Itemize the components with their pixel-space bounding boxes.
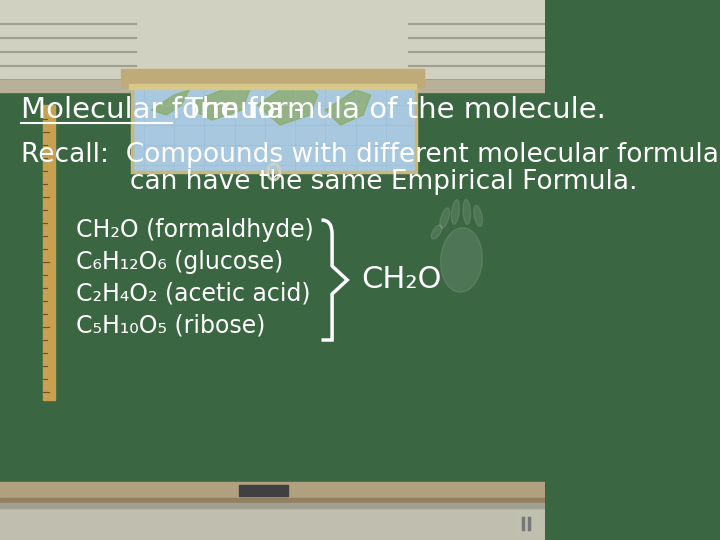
Text: CH₂O: CH₂O (361, 266, 441, 294)
Text: CH₂O (formaldhyde): CH₂O (formaldhyde) (76, 218, 313, 242)
Polygon shape (158, 75, 197, 90)
Bar (0, 0, 544, 85)
Text: Recall:  Compounds with different molecular formulas: Recall: Compounds with different molecul… (21, 142, 720, 168)
Ellipse shape (463, 200, 471, 225)
Bar (0, 505, 544, 540)
Bar (43, 105, 55, 400)
Polygon shape (257, 80, 318, 125)
Polygon shape (325, 90, 371, 125)
Text: C₆H₁₂O₆ (glucose): C₆H₁₂O₆ (glucose) (76, 250, 283, 274)
Ellipse shape (441, 228, 482, 292)
Ellipse shape (440, 208, 450, 228)
Ellipse shape (431, 225, 442, 239)
Bar (132, 77, 416, 172)
Bar (0, 482, 544, 498)
Bar (0, 503, 544, 508)
Bar (0, 80, 544, 92)
Bar (129, 84, 416, 89)
Text: C₅H₁₀O₅ (ribose): C₅H₁₀O₅ (ribose) (76, 314, 265, 338)
Polygon shape (193, 85, 250, 120)
Text: The formula of the molecule.: The formula of the molecule. (184, 96, 606, 124)
Bar (121, 69, 423, 87)
Polygon shape (151, 90, 189, 115)
Text: Molecular formula -: Molecular formula - (21, 96, 304, 124)
Bar (0, 498, 544, 505)
Bar (132, 77, 416, 172)
Ellipse shape (451, 200, 459, 224)
Text: can have the same Empirical Formula.: can have the same Empirical Formula. (21, 169, 638, 195)
Bar (516, 512, 537, 532)
Ellipse shape (474, 205, 482, 227)
Bar (239, 485, 288, 496)
Text: C₂H₄O₂ (acetic acid): C₂H₄O₂ (acetic acid) (76, 282, 310, 306)
